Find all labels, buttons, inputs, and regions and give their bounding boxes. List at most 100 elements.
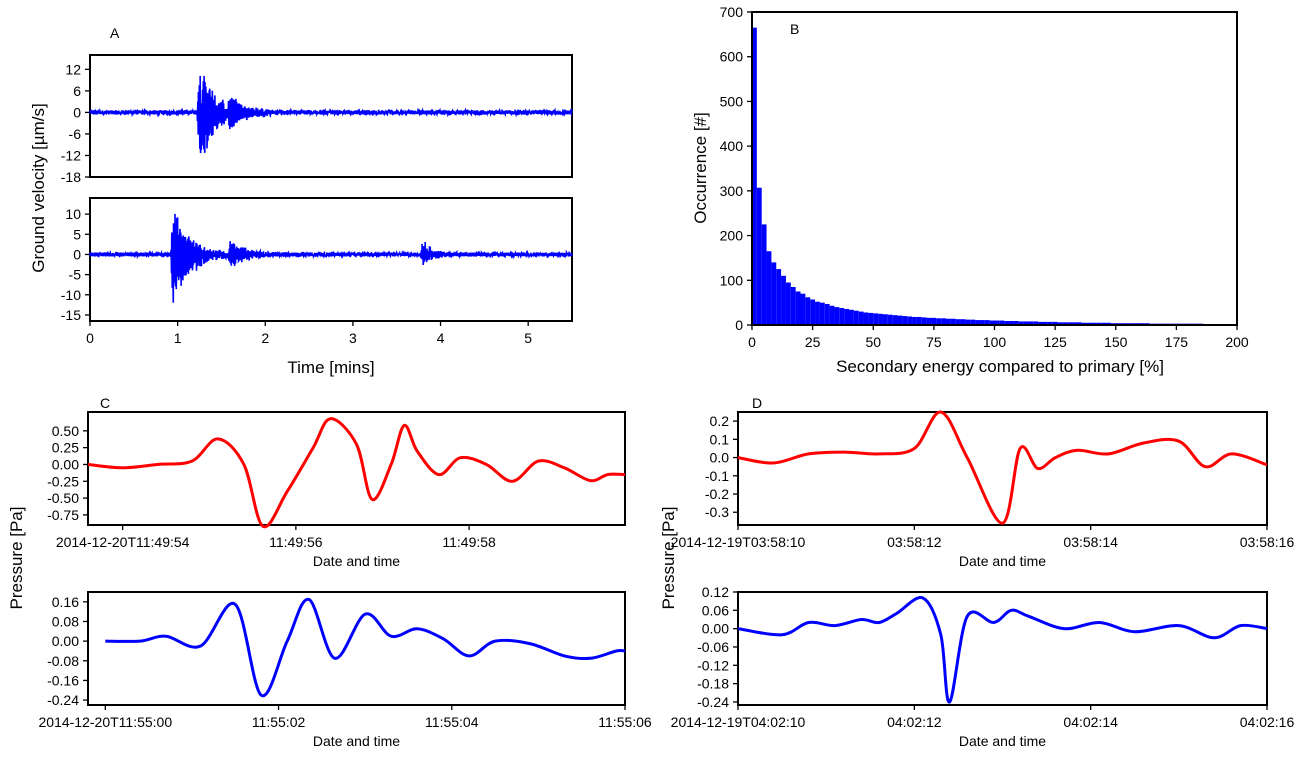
x-axis-label-d1: Date and time <box>959 553 1046 569</box>
histogram-bar <box>1052 321 1058 325</box>
histogram-bar <box>800 293 806 325</box>
ytick-label-d1: 0.2 <box>710 413 730 429</box>
panel-label-c: C <box>100 395 110 411</box>
histogram-bar <box>892 315 898 325</box>
histogram-bar <box>858 311 864 325</box>
ytick-label-b: 700 <box>720 4 744 20</box>
histogram-bar <box>1028 321 1034 325</box>
xtick-label-d2: 04:02:16 <box>1240 714 1295 730</box>
series-line-c2 <box>105 597 626 697</box>
xtick-label-d1: 2014-12-19T03:58:10 <box>671 534 806 550</box>
x-axis-label-a: Time [mins] <box>287 358 374 377</box>
x-axis-label-c2: Date and time <box>313 733 400 749</box>
histogram-bar <box>776 269 782 325</box>
histogram-bar <box>912 316 917 325</box>
series-line-a1 <box>89 75 573 154</box>
xtick-label-b: 0 <box>748 334 756 350</box>
ytick-label-a2: 5 <box>73 226 81 242</box>
xtick-label-a2: 5 <box>524 330 532 346</box>
histogram-bar <box>878 313 883 325</box>
xtick-label-d2: 04:02:12 <box>887 714 942 730</box>
histogram-bar <box>761 224 767 325</box>
histogram-bar <box>936 318 942 325</box>
axes-frame-d2 <box>737 591 1268 706</box>
histogram-bar <box>1096 322 1102 325</box>
histogram-bar <box>946 318 951 325</box>
ytick-label-a1: -12 <box>61 147 81 163</box>
ytick-label-a2: -5 <box>69 267 82 283</box>
histogram-bar <box>771 262 777 325</box>
histogram-bar <box>752 27 757 326</box>
histogram-bar <box>1081 322 1087 325</box>
xtick-label-d2: 2014-12-19T04:02:10 <box>671 714 806 730</box>
histogram-bar <box>1013 320 1019 325</box>
histogram-bar <box>834 307 840 325</box>
histogram-bar <box>1038 321 1043 325</box>
ytick-label-c2: 0.00 <box>52 633 79 649</box>
histogram-bar <box>853 310 859 325</box>
histogram-bar <box>999 320 1005 325</box>
ytick-label-c2: 0.16 <box>52 594 79 610</box>
xtick-label-b: 200 <box>1225 334 1249 350</box>
histogram-bar <box>907 316 913 325</box>
xtick-label-b: 25 <box>805 334 821 350</box>
histogram-bar <box>1091 322 1097 325</box>
ytick-label-d1: 0.1 <box>710 431 730 447</box>
xtick-label-c1: 2014-12-20T11:49:54 <box>56 534 190 550</box>
histogram-bar <box>1023 321 1029 325</box>
ytick-label-a2: 0 <box>73 246 81 262</box>
ytick-label-b: 600 <box>720 49 744 65</box>
histogram-bar <box>1033 321 1039 325</box>
x-axis-label-d2: Date and time <box>959 733 1046 749</box>
histogram-bar <box>785 282 791 325</box>
ytick-label-b: 0 <box>735 317 743 333</box>
histogram-bar <box>902 316 908 325</box>
axes-frame-b <box>751 11 1238 326</box>
ytick-label-c2: -0.08 <box>47 653 79 669</box>
histogram-bar <box>916 316 922 325</box>
histogram-bar <box>941 318 946 325</box>
xtick-label-b: 100 <box>983 334 1007 350</box>
histogram-bar <box>965 319 971 325</box>
ytick-label-b: 300 <box>720 183 744 199</box>
ytick-label-b: 100 <box>720 272 744 288</box>
xtick-label-c1: 11:49:58 <box>442 534 496 550</box>
xtick-label-b: 175 <box>1165 334 1189 350</box>
y-axis-label-c: Pressure [Pa] <box>7 507 26 610</box>
xtick-label-a2: 3 <box>349 330 357 346</box>
histogram-bar <box>984 320 990 325</box>
histogram-bar <box>790 286 796 325</box>
histogram-bar <box>766 251 772 325</box>
histogram-bar <box>1018 321 1024 325</box>
ytick-label-d2: -0.12 <box>697 657 729 673</box>
xtick-label-c2: 11:55:02 <box>252 714 306 730</box>
histogram-bar <box>882 314 888 325</box>
xtick-label-b: 150 <box>1104 334 1128 350</box>
histogram-bar <box>849 309 854 325</box>
histogram-bar <box>931 317 937 325</box>
axes-frame-d1 <box>737 411 1268 526</box>
histogram-bar <box>897 315 903 325</box>
ytick-label-d2: 0.06 <box>702 602 729 618</box>
histogram-bar <box>863 312 869 325</box>
histogram-bar <box>839 308 845 325</box>
ytick-label-a2: 10 <box>65 206 81 222</box>
histogram-bar <box>756 187 762 325</box>
ytick-label-a2: -15 <box>61 307 81 323</box>
histogram-bar <box>873 313 879 325</box>
ytick-label-d1: -0.2 <box>705 486 729 502</box>
histogram-bar <box>950 318 956 325</box>
histogram-bar <box>810 299 816 325</box>
xtick-label-d2: 04:02:14 <box>1063 714 1118 730</box>
histogram-bar <box>1106 322 1111 325</box>
histogram-bar <box>1067 322 1073 325</box>
histogram-bar <box>1062 322 1068 325</box>
histogram-bar <box>829 305 835 325</box>
panel-label-a: A <box>110 25 120 41</box>
histogram-bar <box>970 319 976 325</box>
histogram-bar <box>844 308 849 325</box>
ytick-label-c1: -0.25 <box>47 473 79 489</box>
ytick-label-a1: -6 <box>69 126 82 142</box>
ytick-label-d2: -0.24 <box>697 694 729 710</box>
xtick-label-a2: 2 <box>261 330 269 346</box>
